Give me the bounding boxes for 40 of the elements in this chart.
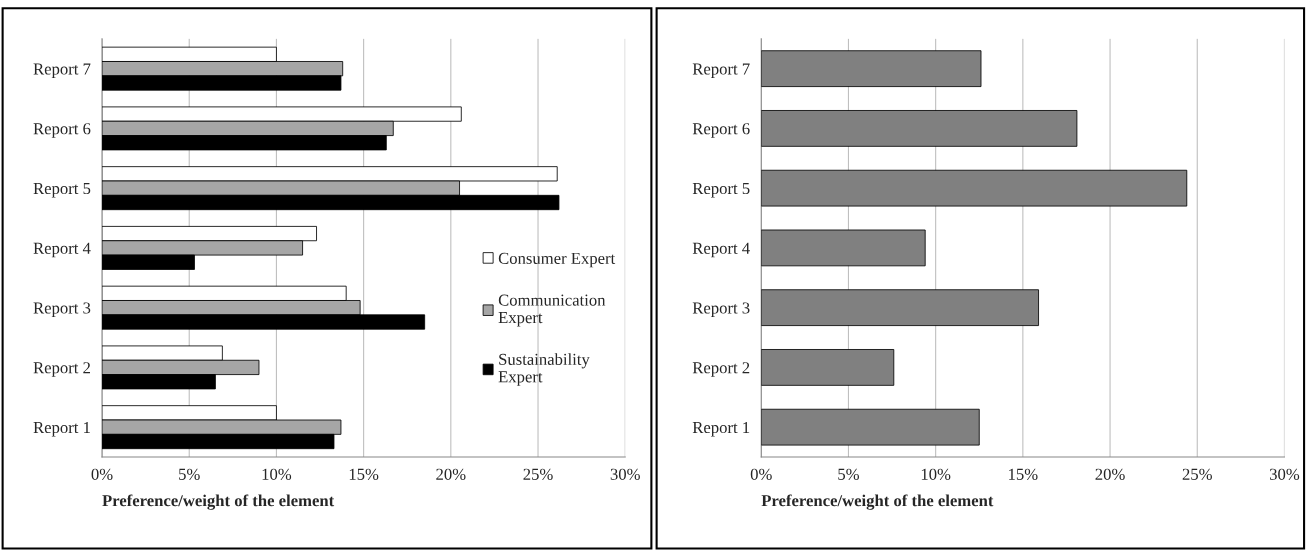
x-axis-title: Preference/weight of the element (761, 494, 994, 510)
x-tick-label: 20% (1095, 468, 1125, 480)
y-tick-label: Report 7 (692, 63, 750, 78)
x-tick-label: 5% (838, 468, 859, 480)
bar (761, 169, 1188, 207)
y-tick-label: Report 3 (33, 302, 91, 317)
legend-label: Communication Expert (498, 294, 606, 327)
x-tick-label: 30% (1269, 468, 1300, 480)
x-tick-label: 15% (1009, 468, 1038, 480)
bar (761, 229, 926, 267)
bar (761, 110, 1078, 147)
y-tick-label: Report 1 (33, 421, 90, 437)
bar (761, 349, 895, 386)
legend-label: Consumer Expert (498, 252, 616, 268)
y-tick-label: Report 4 (692, 242, 750, 258)
y-tick-label: Report 5 (33, 183, 91, 198)
x-tick-label: 0% (750, 468, 772, 480)
y-tick-label: Report 1 (692, 421, 750, 437)
x-axis-title: Preference/weight of the element (102, 494, 335, 510)
x-tick-label: 25% (1182, 468, 1212, 480)
y-tick-label: Report 3 (692, 302, 750, 317)
bar (761, 408, 980, 446)
y-tick-label: Report 2 (692, 362, 750, 377)
bar (761, 289, 1039, 327)
y-tick-label: Report 4 (33, 242, 91, 258)
y-tick-label: Report 2 (33, 362, 90, 377)
y-tick-label: Report 6 (33, 123, 91, 138)
x-tick-label: 25% (523, 468, 553, 480)
x-tick-label: 20% (436, 468, 466, 480)
x-tick-label: 10% (921, 468, 951, 480)
x-tick-label: 5% (179, 468, 200, 480)
x-tick-label: 0% (91, 468, 113, 480)
y-tick-label: Report 6 (692, 123, 750, 138)
bar (761, 50, 982, 87)
x-tick-label: 30% (610, 468, 640, 480)
x-tick-label: 10% (262, 468, 292, 480)
y-tick-label: Report 5 (692, 183, 750, 198)
x-tick-label: 15% (349, 468, 379, 480)
y-tick-label: Report 7 (33, 63, 91, 78)
legend-label: Sustainability Expert (498, 353, 590, 386)
